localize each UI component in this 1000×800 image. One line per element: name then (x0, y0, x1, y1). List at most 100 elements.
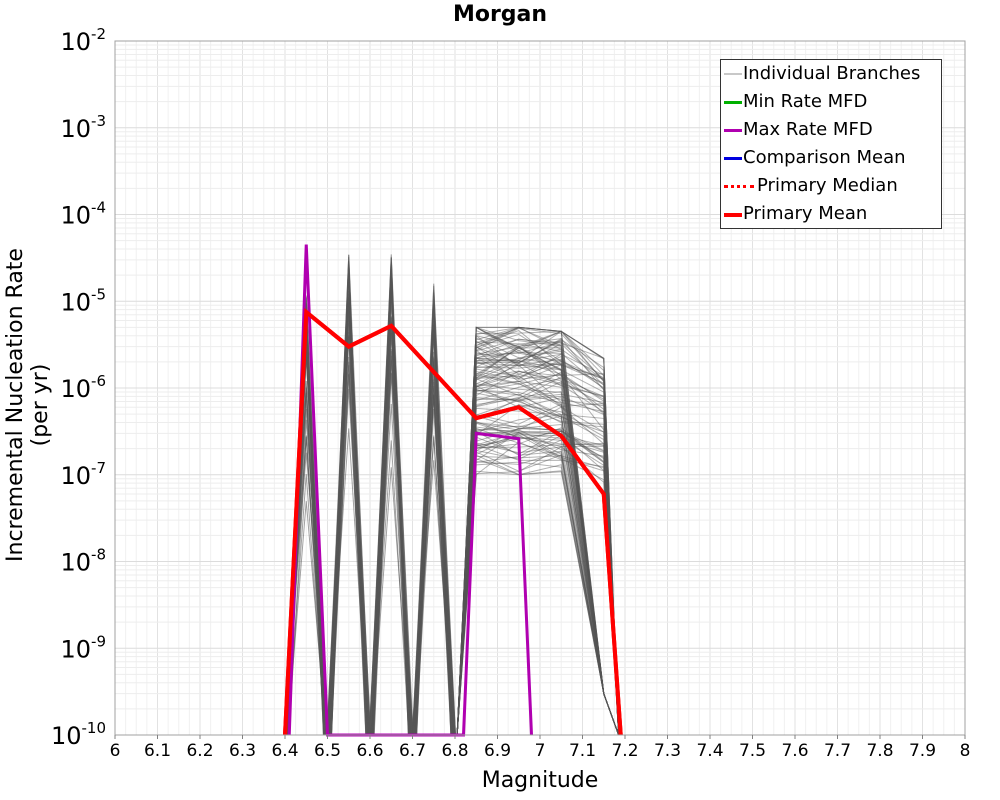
legend-item-min-rate-mfd: Min Rate MFD (721, 88, 941, 116)
branch-line (412, 317, 455, 736)
branch-line (456, 345, 620, 736)
branch-line (456, 385, 620, 736)
primary-mean-line-top (283, 308, 623, 736)
branch-line (456, 404, 620, 736)
branch-line (456, 353, 620, 736)
legend-swatch (724, 157, 742, 160)
branch-line (456, 326, 620, 736)
branch-line (456, 348, 620, 736)
branch-line (456, 383, 620, 736)
legend-label: Individual Branches (743, 63, 921, 84)
branch-line (456, 330, 620, 736)
branch-line (456, 362, 620, 736)
x-tick-label: 7.4 (696, 741, 723, 761)
branch-line (456, 326, 620, 736)
legend-swatch (724, 101, 742, 104)
branch-line (456, 370, 620, 736)
y-tick-label: 10-10 (51, 719, 106, 750)
legend-item-primary-mean: Primary Mean (721, 200, 941, 228)
branch-line (456, 330, 620, 736)
branch-line (456, 363, 620, 736)
branch-line (456, 364, 620, 736)
branch-line (456, 380, 620, 736)
branch-line (456, 326, 620, 736)
x-tick-label: 6 (110, 741, 121, 761)
branch-line (456, 375, 620, 736)
branch-line (456, 376, 620, 736)
branch-line (456, 398, 620, 736)
branch-line (456, 389, 620, 736)
branch-line (456, 330, 620, 736)
branch-line (373, 349, 414, 736)
branch-line (456, 327, 620, 736)
x-tick-label: 7.1 (569, 741, 596, 761)
x-tick-label: 7.6 (781, 741, 808, 761)
branch-line (456, 330, 620, 736)
x-tick-label: 7 (535, 741, 546, 761)
branch-line (456, 339, 620, 736)
y-tick-label: 10-4 (60, 199, 106, 230)
x-tick-label: 7.2 (611, 741, 638, 761)
branch-line (456, 381, 620, 736)
branch-line (456, 351, 620, 736)
branch-line (456, 347, 620, 736)
branch-line (456, 338, 620, 736)
legend: Individual Branches Min Rate MFD Max Rat… (720, 59, 942, 229)
x-tick-label: 6.6 (356, 741, 383, 761)
branch-line (413, 394, 452, 736)
branch-line (456, 326, 620, 736)
branch-line (456, 326, 620, 736)
legend-swatch (724, 185, 754, 188)
branch-line (456, 347, 620, 736)
branch-line (456, 339, 620, 736)
legend-swatch (724, 129, 742, 132)
branch-line (456, 403, 620, 736)
legend-swatch (724, 73, 742, 75)
x-tick-label: 6.5 (314, 741, 341, 761)
x-tick-label: 6.8 (441, 741, 468, 761)
y-tick-label: 10-5 (60, 285, 106, 316)
branch-line (456, 371, 620, 736)
x-tick-label: 8 (960, 741, 971, 761)
branch-line (456, 361, 620, 736)
x-tick-label: 6.9 (484, 741, 511, 761)
branch-line (456, 393, 620, 736)
x-tick-label: 7.7 (824, 741, 851, 761)
branch-line (456, 346, 620, 736)
branch-line (456, 372, 620, 736)
branch-line (456, 362, 620, 736)
branch-line (456, 395, 620, 736)
branch-line (456, 334, 620, 736)
branch-line (329, 337, 367, 736)
branch-line (456, 388, 620, 736)
y-tick-label: 10-9 (60, 632, 106, 663)
branch-line (456, 326, 620, 736)
branch-line (456, 335, 620, 736)
y-tick-label: 10-8 (60, 546, 106, 577)
x-tick-label: 7.8 (866, 741, 893, 761)
y-tick-label: 10-2 (60, 25, 106, 56)
y-tick-label: 10-6 (60, 372, 106, 403)
branch-line (456, 350, 620, 736)
legend-label: Primary Median (757, 175, 898, 196)
branch-line (456, 326, 620, 736)
branch-line (456, 371, 620, 736)
branch-line (456, 373, 620, 736)
branch-line (456, 337, 620, 736)
branch-line (456, 383, 620, 736)
branch-line (456, 389, 620, 736)
branch-line (456, 338, 620, 736)
branch-line (456, 341, 620, 736)
branch-line (456, 378, 620, 736)
x-tick-label: 7.3 (654, 741, 681, 761)
branch-line (456, 326, 620, 736)
branch-line (456, 359, 620, 736)
branch-line (456, 391, 620, 736)
branch-line (456, 357, 620, 736)
branch-line (456, 345, 620, 736)
legend-item-comparison-mean: Comparison Mean (721, 144, 941, 172)
branch-line (456, 399, 620, 736)
branch-line (456, 373, 620, 736)
branch-line (413, 361, 455, 736)
legend-swatch (724, 213, 742, 217)
